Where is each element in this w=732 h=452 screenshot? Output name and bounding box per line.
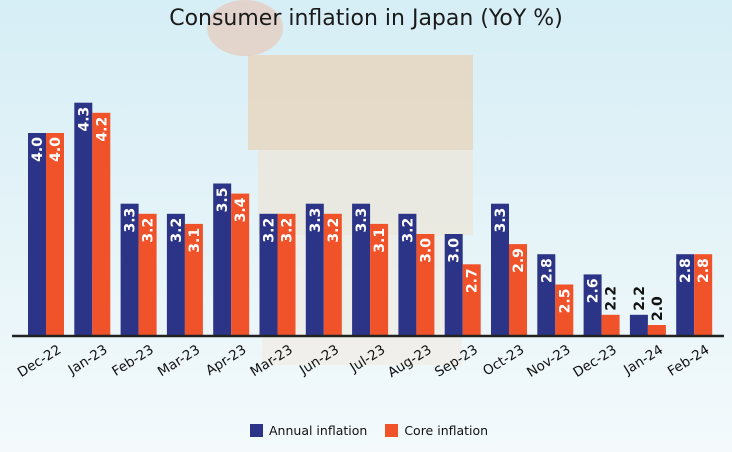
data-label: 3.2 [400, 218, 416, 243]
core-inflation-bar [323, 213, 342, 335]
data-label: 3.3 [354, 208, 370, 233]
data-label: 2.2 [632, 286, 648, 311]
data-label: 2.5 [557, 289, 573, 314]
annual-inflation-bar [28, 133, 46, 335]
data-label: 3.2 [141, 218, 157, 243]
legend-item-core: Core inflation [385, 423, 488, 438]
x-tick-label: Mar-23 [248, 342, 296, 380]
x-tick-label: Aug-23 [385, 342, 435, 381]
legend-item-annual: Annual inflation [250, 423, 367, 438]
data-label: 3.1 [372, 228, 388, 253]
core-inflation-bar [92, 112, 111, 335]
x-tick-label: Jul-23 [346, 342, 388, 376]
data-label: 2.9 [511, 248, 527, 273]
core-inflation-bar [601, 314, 620, 335]
core-inflation-bar [277, 213, 296, 335]
data-label: 4.0 [30, 137, 46, 162]
annual-inflation-bar [352, 203, 371, 335]
core-inflation-bar [694, 254, 713, 335]
x-tick-label: Apr-23 [203, 342, 249, 379]
core-inflation-bar [416, 234, 435, 335]
core-inflation-bar [647, 325, 666, 335]
annual-inflation-bar [120, 203, 139, 335]
data-label: 2.8 [539, 258, 555, 283]
data-label: 2.8 [696, 258, 712, 283]
annual-inflation-bar [629, 314, 648, 335]
data-label: 3.3 [493, 208, 509, 233]
core-inflation-bar [555, 284, 574, 335]
annual-inflation-bar [259, 213, 278, 335]
data-label: 3.4 [233, 197, 249, 222]
annual-inflation-bar [398, 213, 417, 335]
x-tick-label: Jan-23 [65, 342, 111, 379]
data-label: 4.0 [48, 137, 64, 162]
annual-inflation-bar [583, 274, 602, 335]
data-label: 3.0 [418, 238, 434, 263]
data-label: 3.3 [123, 208, 139, 233]
data-label: 3.5 [215, 188, 231, 213]
data-label: 3.2 [169, 218, 185, 243]
annual-inflation-bar [74, 102, 93, 335]
data-label: 2.7 [465, 268, 481, 293]
core-inflation-bar [138, 213, 157, 335]
x-tick-label: Oct-23 [480, 342, 527, 380]
core-inflation-bar [231, 193, 250, 335]
data-label: 3.0 [447, 238, 463, 263]
core-inflation-bar [184, 223, 203, 335]
annual-inflation-bar [491, 203, 509, 335]
annual-inflation-bar [676, 254, 695, 335]
core-inflation-bar [509, 244, 527, 335]
data-label: 3.3 [308, 208, 324, 233]
legend-swatch-annual [250, 424, 263, 437]
x-tick-label: Mar-23 [155, 342, 203, 380]
annual-inflation-bar [166, 213, 185, 335]
x-tick-label: Jan-24 [620, 342, 666, 379]
x-tick-label: Jun-23 [296, 342, 342, 379]
annual-inflation-bar [537, 254, 556, 335]
core-inflation-bar [46, 133, 64, 335]
legend-label-annual: Annual inflation [269, 423, 368, 438]
hand-shape [207, 0, 283, 56]
data-label: 3.1 [187, 228, 203, 253]
core-inflation-bar [462, 264, 481, 335]
data-label: 3.2 [262, 218, 278, 243]
data-label: 3.2 [326, 218, 342, 243]
wood-block [248, 55, 473, 150]
data-label: 2.0 [650, 296, 666, 321]
x-tick-label: Dec-22 [15, 342, 64, 381]
data-label: 2.8 [678, 258, 694, 283]
data-label: 4.3 [76, 107, 92, 132]
x-tick-label: Feb-23 [109, 342, 156, 380]
x-tick-label: Nov-23 [524, 342, 573, 381]
x-tick-label: Feb-24 [665, 342, 712, 380]
legend: Annual inflation Core inflation [250, 423, 488, 438]
data-label: 4.2 [94, 117, 110, 142]
data-label: 2.6 [586, 278, 602, 303]
legend-swatch-core [385, 424, 399, 437]
x-tick-label: Dec-23 [570, 342, 619, 381]
annual-inflation-bar [213, 183, 232, 335]
legend-label-core: Core inflation [404, 423, 489, 438]
chart-title: Consumer inflation in Japan (YoY %) [169, 6, 563, 31]
data-label: 3.2 [280, 218, 296, 243]
data-label: 2.2 [604, 286, 620, 311]
annual-inflation-bar [444, 234, 463, 335]
core-inflation-bar [370, 223, 389, 335]
annual-inflation-bar [305, 203, 324, 335]
x-tick-label: Sep-23 [432, 342, 481, 381]
